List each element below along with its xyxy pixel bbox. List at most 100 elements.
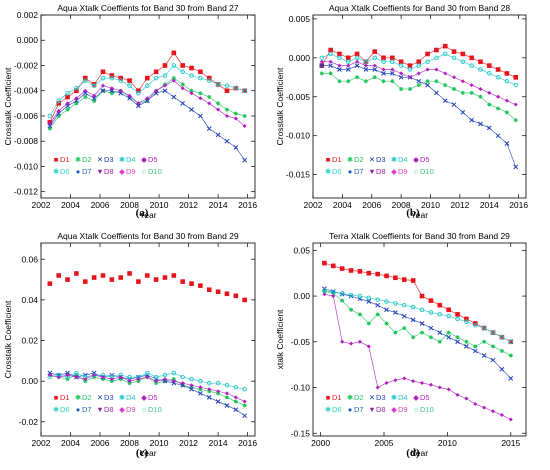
data-point (224, 138, 230, 144)
data-point (337, 55, 342, 61)
data-point (372, 49, 377, 54)
data-point (464, 396, 469, 401)
data-point (162, 83, 167, 88)
legend-marker-d8: ▼ (368, 167, 375, 176)
y-axis-label: xtalk Coefficient (275, 309, 285, 369)
data-point (162, 377, 167, 382)
data-point (460, 79, 465, 84)
data-point (198, 96, 203, 101)
data-point (171, 273, 177, 278)
data-point (56, 375, 61, 380)
data-point (328, 71, 333, 76)
legend-marker-d5: ◆ (413, 393, 420, 402)
series-line (324, 293, 511, 420)
data-point (434, 47, 439, 53)
data-point (83, 379, 88, 384)
data-point (109, 86, 114, 91)
legend-label-d7: D7 (354, 167, 364, 176)
data-point (136, 279, 141, 284)
data-point (469, 83, 474, 88)
data-point (56, 101, 62, 106)
data-point (349, 307, 354, 312)
y-tick-label: -0.015 (286, 170, 310, 180)
data-point (153, 75, 159, 81)
data-point (473, 401, 478, 406)
data-point (411, 379, 416, 384)
x-axis-label: Year (139, 448, 156, 458)
x-tick-label: 2002 (304, 200, 323, 210)
x-tick-label: 2008 (120, 438, 139, 448)
data-point (319, 55, 325, 61)
data-point (499, 366, 505, 372)
data-point (82, 75, 88, 81)
x-tick-label: 2005 (375, 438, 394, 448)
legend-label-d9: D9 (126, 405, 136, 414)
data-point (337, 51, 342, 57)
data-point (224, 83, 230, 88)
data-point (434, 90, 439, 96)
data-point (322, 292, 327, 297)
x-tick-label: 2012 (450, 200, 469, 210)
series-d1 (322, 260, 514, 345)
legend-marker-d10: ○ (414, 167, 419, 176)
legend-marker-d7: ● (348, 167, 353, 176)
data-point (442, 51, 448, 57)
data-point (508, 376, 514, 381)
data-point (337, 63, 342, 68)
data-point (495, 75, 501, 80)
data-point (469, 63, 474, 68)
legend-label-d1: D1 (332, 393, 342, 402)
data-point (56, 273, 62, 278)
data-point (346, 59, 351, 64)
chart-title: Terra Xtalk Coeffients for Band 30 from … (329, 231, 510, 241)
data-point (428, 310, 434, 315)
series-d5 (47, 78, 247, 129)
data-point (469, 117, 475, 123)
data-point (407, 86, 412, 91)
data-point (384, 273, 389, 279)
data-point (180, 82, 185, 87)
data-point (207, 95, 212, 100)
data-point (319, 59, 324, 64)
data-point (437, 385, 442, 390)
data-point (472, 348, 478, 354)
data-point (340, 298, 345, 303)
data-point (416, 71, 421, 76)
data-point (363, 63, 368, 68)
data-point (355, 75, 360, 80)
data-point (127, 93, 132, 98)
data-point (398, 74, 404, 80)
data-point (399, 86, 404, 91)
data-point (162, 63, 168, 68)
legend-label-d9: D9 (398, 167, 408, 176)
data-point (416, 63, 422, 68)
data-point (390, 79, 395, 84)
data-point (100, 375, 105, 380)
legend-label-d7: D7 (82, 405, 92, 414)
data-point (233, 407, 239, 412)
data-point (490, 357, 496, 363)
data-point (328, 59, 333, 64)
data-point (198, 75, 203, 81)
data-point (425, 67, 430, 72)
legend-marker-d8: ▼ (368, 405, 375, 414)
chart-title: Aqua Xtalk Coeffients for Band 30 from B… (57, 3, 239, 13)
data-point (425, 82, 430, 88)
data-point (233, 116, 238, 121)
panel-caption: (d) (406, 447, 420, 459)
x-tick-label: 2010 (438, 438, 457, 448)
data-point (375, 297, 380, 302)
legend-label-d7: D7 (354, 405, 364, 414)
data-point (420, 330, 425, 335)
data-point (154, 379, 159, 384)
data-point (233, 85, 239, 91)
legend-label-d10: D10 (420, 167, 434, 176)
data-point (428, 325, 434, 331)
data-point (92, 93, 97, 98)
data-point (345, 67, 351, 72)
data-point (419, 307, 425, 313)
data-point (504, 110, 509, 115)
data-point (100, 377, 105, 382)
data-point (171, 370, 177, 376)
data-point (434, 79, 439, 84)
